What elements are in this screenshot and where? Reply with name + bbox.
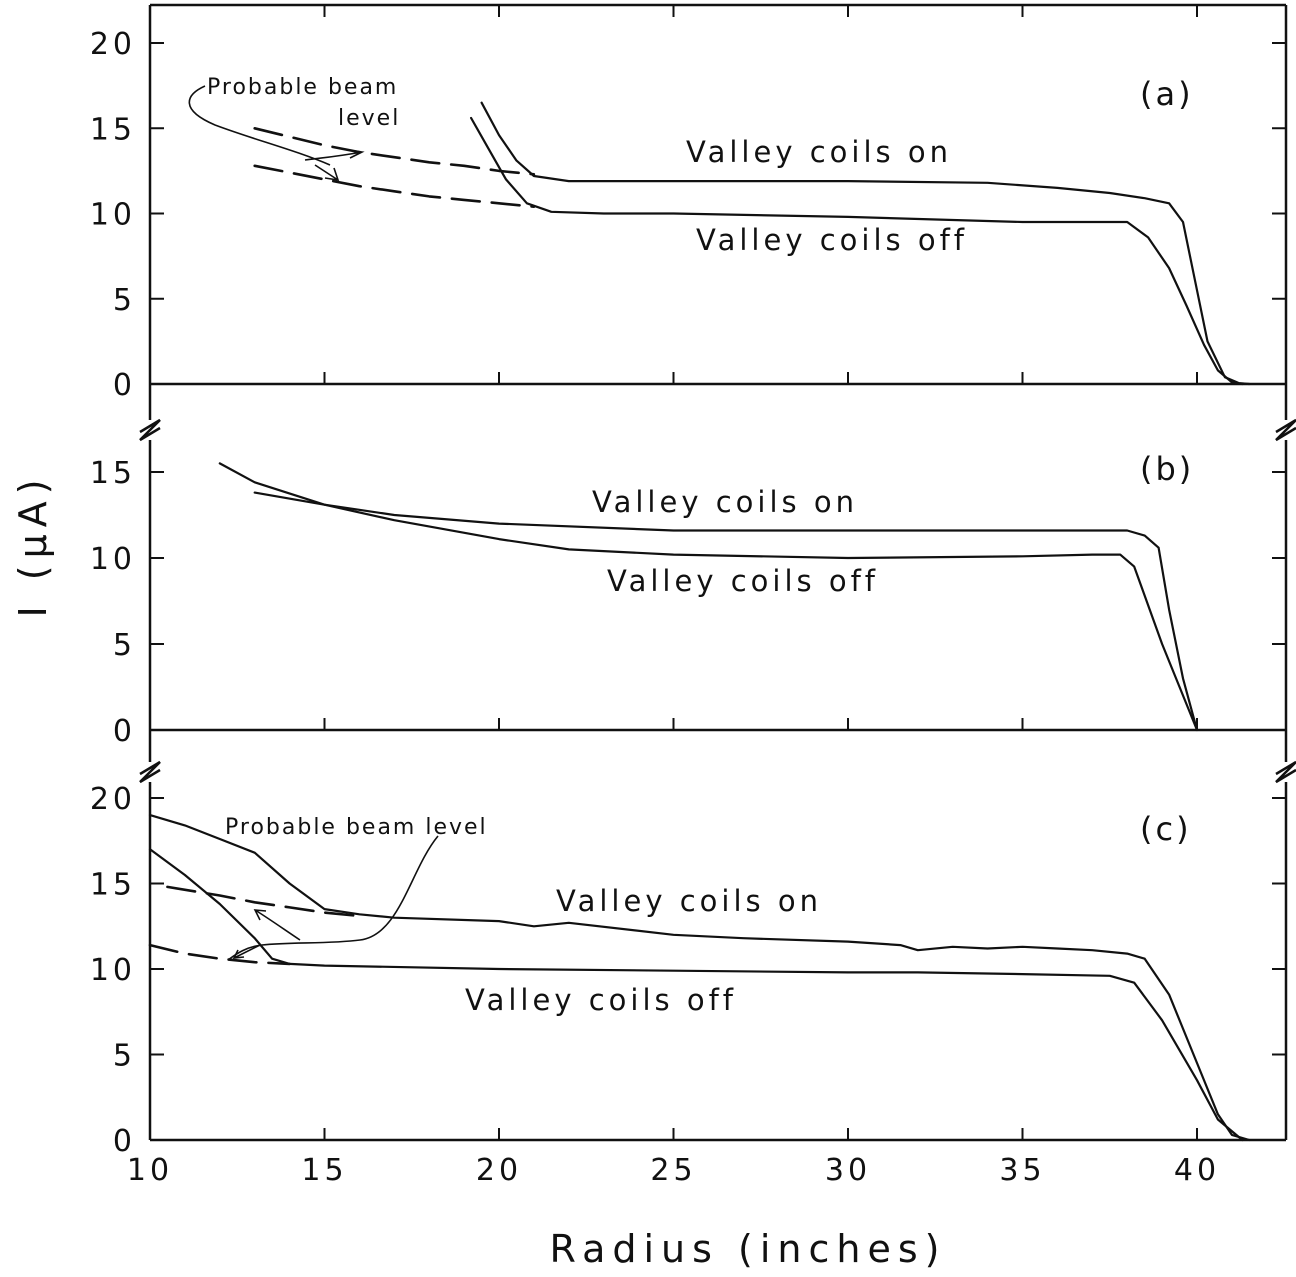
y-tick-label-b: 10 xyxy=(90,542,136,577)
x-tick-label: 30 xyxy=(825,1153,871,1188)
annotation-a-arrow-up xyxy=(304,149,365,161)
y-tick-label-c: 15 xyxy=(90,868,136,903)
y-tick-label-a: 5 xyxy=(113,283,136,318)
series-line-c-3 xyxy=(148,943,291,966)
y-axis-title: I (μA) xyxy=(11,472,55,617)
y-tick-label-c: 10 xyxy=(90,953,136,988)
plot-layer: 10 15 20 25 30 35 40 0 5 10 15 20 0 5 10 15 0 5 10 15 20 xyxy=(90,5,1286,1188)
series-line-a-3 xyxy=(253,164,536,208)
series-label-b-off: Valley coils off xyxy=(607,564,879,598)
annotation-c-arrow-down xyxy=(232,944,261,959)
annotation-c: Probable beam level xyxy=(225,815,488,840)
series-label-c-off: Valley coils off xyxy=(465,983,737,1017)
axis-break-right-1 xyxy=(1275,418,1296,442)
y-tick-label-c: 5 xyxy=(113,1039,136,1074)
x-tick-label: 15 xyxy=(301,1153,347,1188)
y-tick-label-a: 0 xyxy=(113,368,136,403)
axis-break-right-2 xyxy=(1275,760,1296,784)
annotation-a-leader xyxy=(188,85,331,166)
series-label-b-on: Valley coils on xyxy=(592,485,858,519)
series-label-a-on: Valley coils on xyxy=(686,135,952,169)
x-tick-label: 20 xyxy=(476,1153,522,1188)
series-line-c-2 xyxy=(166,885,361,918)
y-tick-label-b: 0 xyxy=(113,714,136,749)
x-tick-label: 40 xyxy=(1174,1153,1220,1188)
series-line-b-1 xyxy=(218,462,1199,732)
plot-frame xyxy=(139,3,1296,1142)
series-line-c-0 xyxy=(148,814,1251,1142)
series-label-a-off: Valley coils off xyxy=(696,223,968,257)
y-tick-label-a: 10 xyxy=(90,198,136,233)
axis-break-left-2 xyxy=(139,760,161,784)
y-tick-label-b: 5 xyxy=(113,628,136,663)
annotation-a-line1: Probable beam xyxy=(207,75,398,100)
panel-label-b: (b) xyxy=(1140,450,1194,488)
panel-label-c: (c) xyxy=(1140,810,1192,848)
x-axis-title: Radius (inches) xyxy=(550,1227,947,1271)
panel-label-a: (a) xyxy=(1140,75,1194,113)
series-line-a-2 xyxy=(253,127,536,176)
annotation-c-leader xyxy=(227,835,439,961)
y-tick-label-c: 20 xyxy=(90,782,136,817)
annotation-c-arrow-up xyxy=(253,909,301,941)
y-tick-label-a: 20 xyxy=(90,27,136,62)
axis-break-left-1 xyxy=(139,418,161,442)
y-tick-label-a: 15 xyxy=(90,112,136,147)
y-tick-label-c: 0 xyxy=(113,1124,136,1159)
annotation-a-arrow-down xyxy=(314,164,340,181)
x-tick-label: 10 xyxy=(127,1153,173,1188)
series-label-c-on: Valley coils on xyxy=(556,884,822,918)
series-line-a-1 xyxy=(470,116,1244,386)
series-line-c-1 xyxy=(148,848,1244,1142)
annotation-a-line2: level xyxy=(338,106,400,131)
y-tick-label-b: 15 xyxy=(90,456,136,491)
series-line-b-0 xyxy=(253,491,1199,732)
x-tick-label: 25 xyxy=(650,1153,696,1188)
x-tick-label: 35 xyxy=(999,1153,1045,1188)
